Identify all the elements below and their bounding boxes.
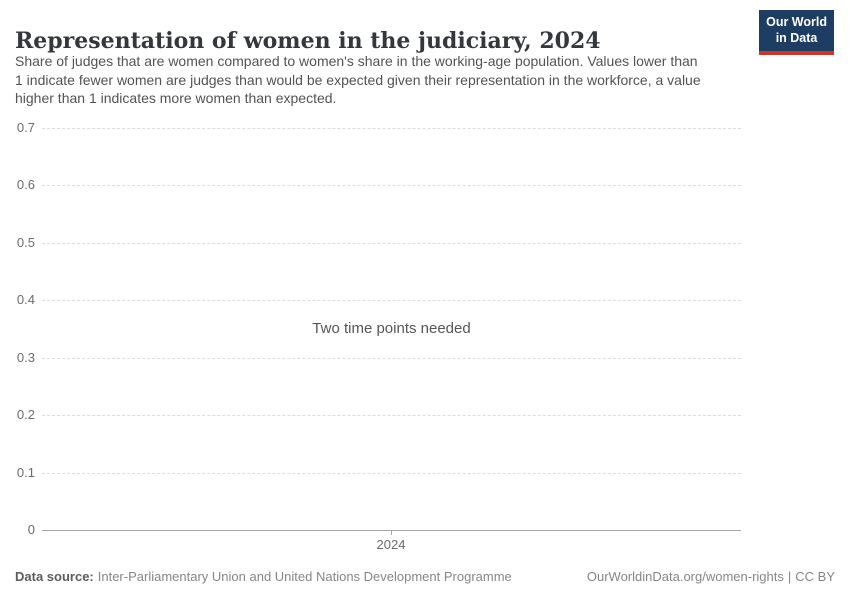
footer-rights: OurWorldinData.org/women-rights | CC BY <box>587 569 835 584</box>
owid-url-link[interactable]: OurWorldinData.org/women-rights <box>586 569 784 584</box>
y-axis-tick-label: 0.7 <box>16 120 35 135</box>
gridline <box>42 243 741 244</box>
y-axis-tick-label: 0.4 <box>16 292 35 307</box>
x-axis-tick-label: 2024 <box>376 537 406 552</box>
data-source-label: Data source: <box>15 569 94 584</box>
owid-logo[interactable]: Our World in Data <box>759 10 834 56</box>
y-axis-tick-label: 0.6 <box>16 177 35 192</box>
license-label: CC BY <box>795 569 835 584</box>
y-axis-tick-label: 0.1 <box>16 465 35 480</box>
subtitle-line: 1 indicate fewer women are judges than w… <box>15 71 701 88</box>
empty-chart-message: Two time points needed <box>312 320 471 337</box>
footer-separator: | <box>787 569 792 584</box>
y-axis-tick-label: 0 <box>27 522 35 537</box>
data-source-value: Inter-Parliamentary Union and United Nat… <box>97 569 512 584</box>
subtitle-line: Share of judges that are women compared … <box>15 53 698 69</box>
x-axis-tick-mark <box>391 530 392 535</box>
chart-footer: Data source: Inter-Parliamentary Union an… <box>15 569 835 584</box>
data-source-line: Data source: Inter-Parliamentary Union an… <box>15 569 512 584</box>
chart-subtitle: Share of judges that are women compared … <box>15 52 775 108</box>
owid-logo-line1: Our World <box>766 15 827 29</box>
gridline <box>42 128 741 129</box>
owid-logo-line2: in Data <box>775 30 818 45</box>
gridline <box>42 415 741 416</box>
subtitle-line: higher than 1 indicates more women than … <box>15 90 337 106</box>
gridline <box>42 185 741 186</box>
gridline <box>42 358 741 359</box>
gridline <box>42 473 741 474</box>
chart-title: Representation of women in the judiciary… <box>15 27 601 54</box>
y-axis-tick-label: 0.3 <box>16 350 35 365</box>
gridline <box>42 300 741 301</box>
y-axis-tick-label: 0.2 <box>16 407 35 422</box>
y-axis-tick-label: 0.5 <box>16 235 35 250</box>
